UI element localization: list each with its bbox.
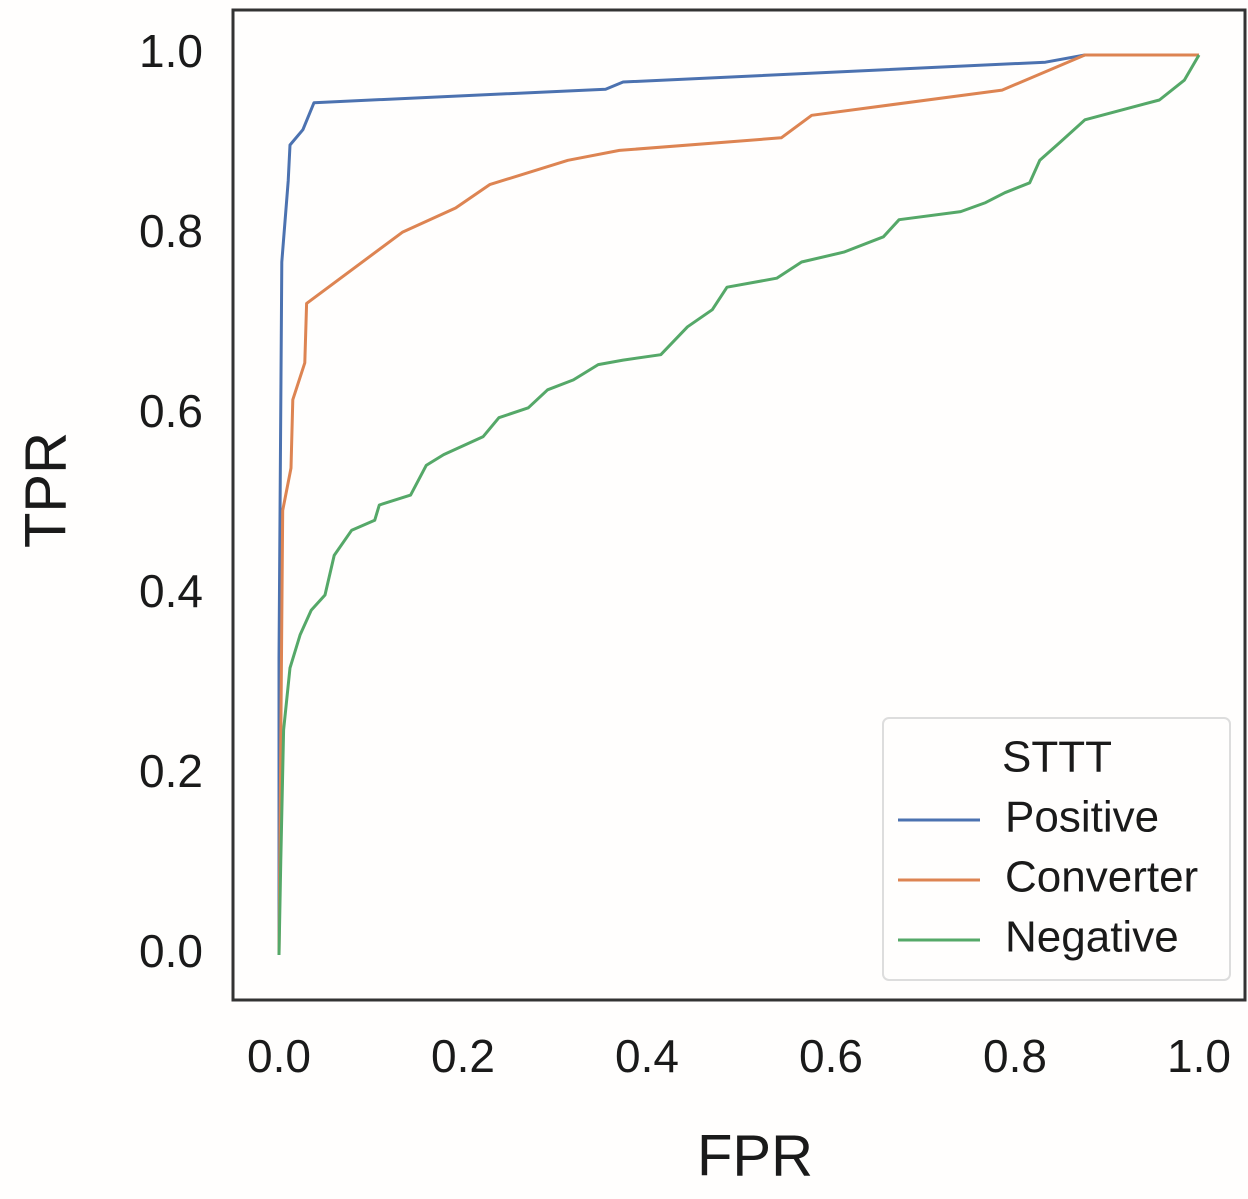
x-tick-label: 0.0	[247, 1030, 311, 1082]
y-tick-label: 0.4	[139, 565, 203, 617]
x-tick-label: 0.8	[983, 1030, 1047, 1082]
legend-title: STTT	[1002, 733, 1112, 782]
x-tick-label: 0.6	[799, 1030, 863, 1082]
legend-box	[882, 717, 1231, 981]
series-line	[277, 53, 1199, 955]
plot-frame	[231, 8, 1247, 1002]
y-tick-label: 1.0	[139, 25, 203, 77]
x-tick-label: 0.4	[615, 1030, 679, 1082]
x-tick-label: 1.0	[1167, 1030, 1231, 1082]
legend-label: Positive	[1005, 793, 1159, 842]
y-tick-label: 0.6	[139, 385, 203, 437]
legend-label: Converter	[1005, 853, 1198, 902]
y-axis-label: TPR	[13, 432, 78, 548]
legend-label: Negative	[1005, 913, 1179, 962]
y-tick-label: 0.8	[139, 205, 203, 257]
y-tick-label: 0.0	[139, 925, 203, 977]
legend: STTT Positive Converter Negative	[882, 717, 1231, 981]
series-line	[277, 54, 1201, 956]
series-line	[277, 53, 1199, 956]
y-tick-label: 0.2	[139, 745, 203, 797]
x-tick-label: 0.2	[431, 1030, 495, 1082]
x-axis-label: FPR	[697, 1123, 813, 1188]
